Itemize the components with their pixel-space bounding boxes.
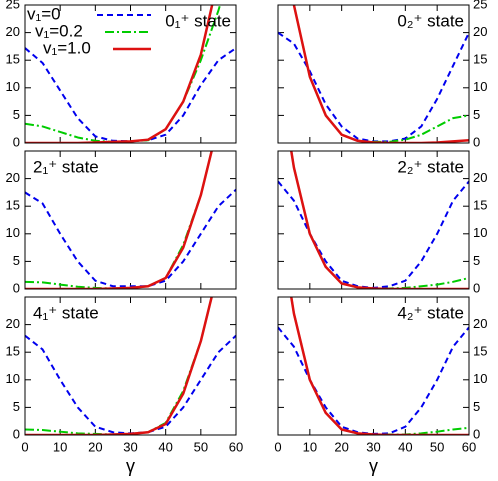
plot-frame: [277, 4, 470, 144]
state-label: 2₂⁺ state: [397, 157, 464, 176]
series-line: [290, 151, 469, 289]
y-tick-label: 15: [6, 52, 20, 67]
y-tick-label: 15: [6, 344, 20, 359]
legend-label: v₁=1.0: [43, 38, 91, 57]
x-tick-label: 50: [430, 439, 444, 454]
y-tick-label: 0: [473, 280, 480, 295]
y-tick-label: 10: [6, 225, 20, 240]
panel: 0 5 10 15 20 25 0₂⁺ state: [277, 0, 487, 149]
y-tick-label: 15: [473, 52, 487, 67]
y-tick-label: 10: [6, 79, 20, 94]
x-axis-label: γ: [369, 456, 378, 476]
x-tick-label: 10: [53, 439, 67, 454]
plot-frame: [24, 296, 237, 436]
x-tick-label: 0: [274, 439, 281, 454]
state-label: 0₁⁺ state: [165, 11, 231, 30]
y-tick-label: 15: [473, 198, 487, 213]
plot-frame: [277, 296, 470, 436]
y-tick-label: 5: [13, 107, 20, 122]
series-line: [290, 297, 469, 435]
y-tick-label: 5: [473, 399, 480, 414]
state-label: 4₁⁺ state: [33, 303, 99, 322]
y-tick-label: 20: [6, 316, 20, 331]
plot-frame: [24, 150, 237, 290]
y-tick-label: 25: [473, 0, 487, 11]
y-tick-label: 0: [473, 134, 480, 149]
x-tick-label: 30: [366, 439, 380, 454]
x-axis-label: γ: [126, 456, 135, 476]
y-tick-label: 10: [473, 79, 487, 94]
legend-label: v₁=0: [27, 4, 61, 23]
y-tick-label: 5: [473, 253, 480, 268]
y-tick-label: 5: [13, 253, 20, 268]
panel: 0 5 10 15 20 0 10 20 30 40 50 60 γ 4₁⁺ state: [6, 296, 243, 476]
y-tick-label: 20: [473, 316, 487, 331]
plot-frame: [277, 150, 470, 290]
series-line: [292, 5, 469, 143]
series-line: [25, 5, 214, 143]
y-tick-label: 20: [473, 170, 487, 185]
series-line: [278, 180, 469, 289]
y-tick-label: 25: [6, 0, 20, 11]
y-tick-label: 0: [13, 280, 20, 295]
panel: 0 5 10 15 20 0 10 20 30 40 50 60 γ 4₂⁺ state: [274, 296, 487, 476]
y-tick-label: 20: [473, 24, 487, 39]
state-label: 0₂⁺ state: [397, 11, 464, 30]
y-tick-label: 20: [6, 24, 20, 39]
x-tick-label: 30: [123, 439, 137, 454]
x-tick-label: 40: [398, 439, 412, 454]
x-tick-label: 0: [21, 439, 28, 454]
y-tick-label: 5: [13, 399, 20, 414]
series-line: [290, 151, 469, 289]
state-label: 2₁⁺ state: [33, 157, 99, 176]
series-line: [25, 297, 213, 435]
x-tick-label: 20: [334, 439, 348, 454]
series-line: [25, 47, 236, 143]
legend-label: v₁=0.2: [35, 21, 83, 40]
y-tick-label: 15: [473, 344, 487, 359]
panel: 0 5 10 15 20 25 0₁⁺ state v₁=0v₁=0.2v₁=1.0: [6, 0, 237, 149]
y-tick-label: 5: [473, 107, 480, 122]
series-line: [25, 188, 236, 288]
y-tick-label: 0: [473, 426, 480, 441]
series-line: [25, 334, 236, 435]
x-tick-label: 10: [303, 439, 317, 454]
x-tick-label: 60: [462, 439, 476, 454]
y-tick-label: 10: [473, 225, 487, 240]
y-tick-label: 20: [6, 170, 20, 185]
y-tick-label: 10: [473, 371, 487, 386]
x-tick-label: 40: [158, 439, 172, 454]
series-line: [25, 151, 213, 289]
x-tick-label: 60: [229, 439, 243, 454]
state-label: 4₂⁺ state: [397, 303, 464, 322]
series-line: [278, 326, 469, 435]
y-tick-label: 15: [6, 198, 20, 213]
y-tick-label: 0: [13, 134, 20, 149]
x-tick-label: 20: [88, 439, 102, 454]
series-line: [290, 297, 469, 435]
y-tick-label: 10: [6, 371, 20, 386]
panel: 0 5 10 15 20 2₂⁺ state: [277, 150, 487, 295]
plot-frame: [24, 4, 237, 144]
panel: 0 5 10 15 20 2₁⁺ state: [6, 150, 237, 295]
y-tick-label: 0: [13, 426, 20, 441]
x-tick-label: 50: [194, 439, 208, 454]
